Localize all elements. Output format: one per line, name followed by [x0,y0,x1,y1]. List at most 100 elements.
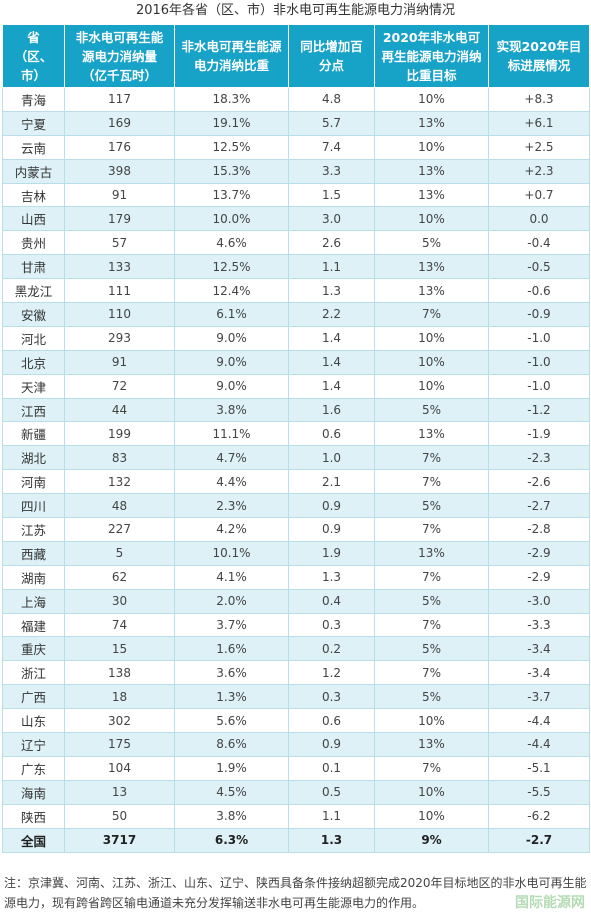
share-cell: 9.0% [174,374,289,399]
progress-cell: +8.3 [488,87,590,112]
province-cell: 江苏 [2,517,65,542]
province-cell: 山西 [2,206,65,232]
province-cell: 湖北 [2,445,65,471]
share-cell: 19.1% [174,111,289,136]
yoy-change-cell: 3.3 [288,159,375,184]
progress-cell: -1.2 [488,398,590,423]
table-row: 山西 179 10.0% 3.0 10% 0.0 [2,206,590,232]
province-cell: 上海 [2,589,65,614]
progress-cell: -2.3 [488,445,590,471]
share-cell: 10.1% [174,541,289,566]
progress-cell: -0.9 [488,302,590,327]
table-row: 重庆 15 1.6% 0.2 5% -3.4 [2,636,590,662]
share-cell: 4.6% [174,230,289,256]
share-cell: 3.8% [174,804,289,829]
target-cell: 5% [374,230,489,256]
table-row: 天津 72 9.0% 1.4 10% -1.0 [2,374,590,399]
header-consumption: 非水电可再生能源电力消纳量（亿千瓦时） [64,24,175,88]
target-cell: 13% [374,183,489,208]
table-row: 上海 30 2.0% 0.4 5% -3.0 [2,589,590,614]
table-title: 2016年各省（区、市）非水电可再生能源电力消纳情况 [135,3,456,18]
yoy-change-cell: 1.3 [288,828,375,853]
header-row: 省（区、市） 非水电可再生能源电力消纳量（亿千瓦时） 非水电可再生能源电力消纳比… [2,24,590,88]
province-cell: 天津 [2,374,65,399]
yoy-change-cell: 2.6 [288,230,375,256]
share-cell: 1.3% [174,684,289,710]
table-row: 山东 302 5.6% 0.6 10% -4.4 [2,708,590,734]
yoy-change-cell: 0.9 [288,732,375,757]
yoy-change-cell: 1.4 [288,326,375,351]
watermark-logo: 国际能源网 [515,895,585,911]
yoy-change-cell: 2.2 [288,302,375,327]
table-row: 广西 18 1.3% 0.3 5% -3.7 [2,684,590,710]
consumption-cell: 104 [64,756,175,781]
target-cell: 13% [374,421,489,447]
share-cell: 12.5% [174,135,289,160]
province-cell: 宁夏 [2,111,65,136]
yoy-change-cell: 5.7 [288,111,375,136]
table-row: 新疆 199 11.1% 0.6 13% -1.9 [2,421,590,447]
table-row: 湖北 83 4.7% 1.0 7% -2.3 [2,445,590,471]
progress-cell: -0.6 [488,278,590,304]
table-row: 湖南 62 4.1% 1.3 7% -2.9 [2,565,590,590]
consumption-cell: 110 [64,302,175,327]
consumption-cell: 179 [64,206,175,232]
table-row: 四川 48 2.3% 0.9 5% -2.7 [2,493,590,519]
progress-cell: -5.1 [488,756,590,781]
table-row: 甘肃 133 12.5% 1.1 13% -0.5 [2,254,590,280]
share-cell: 1.9% [174,756,289,781]
consumption-cell: 91 [64,183,175,208]
province-cell: 浙江 [2,660,65,686]
share-cell: 4.1% [174,565,289,590]
progress-cell: +2.5 [488,135,590,160]
province-cell: 广东 [2,756,65,781]
progress-cell: -5.5 [488,780,590,805]
consumption-cell: 132 [64,469,175,495]
header-2020-target: 2020年非水电可再生能源电力消纳比重目标 [374,24,489,88]
consumption-cell: 293 [64,326,175,351]
table-row: 内蒙古 398 15.3% 3.3 13% +2.3 [2,159,590,184]
target-cell: 7% [374,517,489,542]
share-cell: 8.6% [174,732,289,757]
consumption-cell: 74 [64,613,175,638]
table-row: 全国 3717 6.3% 1.3 9% -2.7 [2,828,590,853]
progress-cell: -2.7 [488,828,590,853]
share-cell: 18.3% [174,87,289,112]
share-cell: 5.6% [174,708,289,734]
share-cell: 12.4% [174,278,289,304]
table-row: 河北 293 9.0% 1.4 10% -1.0 [2,326,590,351]
table-body: 青海 117 18.3% 4.8 10% +8.3 宁夏 169 19.1% 5.7 13% +6.1… [2,87,590,853]
consumption-cell: 227 [64,517,175,542]
yoy-change-cell: 1.2 [288,660,375,686]
table-row: 河南 132 4.4% 2.1 7% -2.6 [2,469,590,495]
progress-cell: -2.9 [488,541,590,566]
yoy-change-cell: 0.4 [288,589,375,614]
province-cell: 湖南 [2,565,65,590]
table-row: 西藏 5 10.1% 1.9 13% -2.9 [2,541,590,566]
province-cell: 福建 [2,613,65,638]
target-cell: 10% [374,87,489,112]
table-row: 海南 13 4.5% 0.5 10% -5.5 [2,780,590,805]
consumption-table: 省（区、市） 非水电可再生能源电力消纳量（亿千瓦时） 非水电可再生能源电力消纳比… [2,24,590,853]
consumption-cell: 18 [64,684,175,710]
target-cell: 5% [374,636,489,662]
share-cell: 4.4% [174,469,289,495]
target-cell: 5% [374,493,489,519]
target-cell: 9% [374,828,489,853]
progress-cell: -3.7 [488,684,590,710]
share-cell: 6.1% [174,302,289,327]
province-cell: 内蒙古 [2,159,65,184]
yoy-change-cell: 1.1 [288,804,375,829]
yoy-change-cell: 0.5 [288,780,375,805]
province-cell: 甘肃 [2,254,65,280]
province-cell: 云南 [2,135,65,160]
yoy-change-cell: 0.9 [288,517,375,542]
progress-cell: -3.3 [488,613,590,638]
yoy-change-cell: 3.0 [288,206,375,232]
target-cell: 7% [374,756,489,781]
progress-cell: -1.9 [488,421,590,447]
target-cell: 7% [374,565,489,590]
table-row: 江苏 227 4.2% 0.9 7% -2.8 [2,517,590,542]
consumption-cell: 133 [64,254,175,280]
yoy-change-cell: 0.9 [288,493,375,519]
